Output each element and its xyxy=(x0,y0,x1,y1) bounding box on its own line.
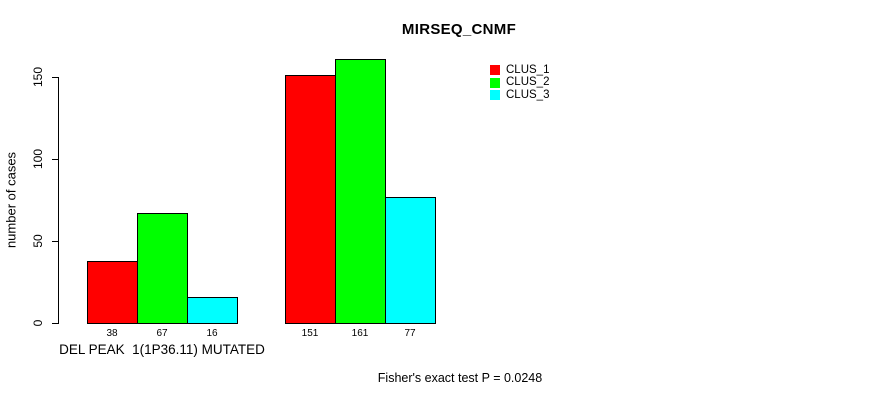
bar-value-label: 67 xyxy=(156,328,168,339)
legend-swatch-cyan xyxy=(490,90,500,101)
y-tick-mark xyxy=(52,77,59,78)
legend-label: CLUS_3 xyxy=(506,88,550,101)
y-tick-label: 50 xyxy=(31,234,45,248)
bar-group2-clus1 xyxy=(285,75,336,324)
bar-group2-clus2 xyxy=(335,58,386,324)
y-axis-label: number of cases xyxy=(3,151,19,249)
legend: CLUS_1 CLUS_2 CLUS_3 xyxy=(490,64,549,102)
y-tick-label: 100 xyxy=(31,148,45,170)
legend-label: CLUS_2 xyxy=(506,76,550,88)
bar-value-label: 151 xyxy=(301,328,319,339)
y-tick-label: 150 xyxy=(31,66,45,88)
legend-item-clus3: CLUS_3 xyxy=(490,89,549,102)
bar-group2-clus3 xyxy=(385,196,436,324)
chart-title: MIRSEQ_CNMF xyxy=(401,21,517,38)
legend-swatch-red xyxy=(490,65,500,76)
bar-value-label: 38 xyxy=(106,328,118,339)
bar-value-label: 16 xyxy=(206,328,218,339)
legend-swatch-green xyxy=(490,77,500,88)
legend-label: CLUS_1 xyxy=(506,63,550,76)
legend-item-clus1: CLUS_1 xyxy=(490,64,549,77)
bar-value-label: 161 xyxy=(351,328,369,339)
y-axis-line xyxy=(58,77,59,324)
bar-group1-clus3 xyxy=(187,296,238,324)
legend-item-clus2: CLUS_2 xyxy=(490,76,550,90)
y-tick-mark xyxy=(52,241,59,242)
category-label-group1: DEL PEAK 1(1P36.11) MUTATED xyxy=(59,342,265,357)
bar-value-label: 77 xyxy=(404,328,416,339)
y-tick-mark xyxy=(52,159,59,160)
y-tick-mark xyxy=(52,323,59,324)
bar-group1-clus1 xyxy=(87,260,138,324)
bar-group1-clus2 xyxy=(137,213,188,324)
y-tick-label: 0 xyxy=(31,319,45,327)
stat-annotation: Fisher's exact test P = 0.0248 xyxy=(377,371,543,385)
